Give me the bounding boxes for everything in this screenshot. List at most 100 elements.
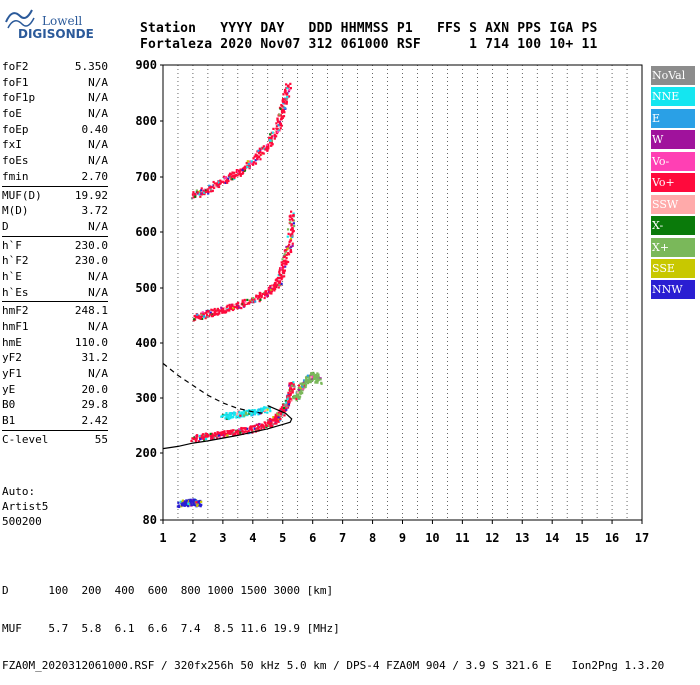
echo-point — [243, 410, 246, 413]
echo-point — [279, 122, 282, 125]
echo-point — [276, 118, 279, 122]
echo-point — [299, 388, 302, 391]
echo-point — [274, 415, 277, 418]
echo-point — [259, 158, 262, 161]
echo-point — [223, 181, 226, 184]
echo-point — [287, 394, 290, 398]
echo-point — [258, 147, 261, 150]
param-value: N/A — [88, 107, 108, 121]
echo-point — [228, 303, 231, 307]
echo-point — [222, 175, 226, 178]
echo-point — [266, 144, 270, 147]
echo-point — [247, 429, 250, 433]
echo-point — [250, 409, 254, 412]
echo-point — [244, 301, 247, 304]
echo-point — [205, 313, 209, 317]
echo-point — [230, 173, 233, 176]
param-value: 31.2 — [81, 351, 109, 365]
x-tick-label: 17 — [635, 531, 649, 545]
echo-point — [260, 295, 263, 299]
echo-point — [243, 298, 246, 302]
echo-point — [307, 380, 310, 383]
echo-point — [239, 414, 242, 417]
echo-point — [255, 427, 258, 430]
echo-point — [244, 430, 247, 433]
echo-point — [201, 436, 204, 439]
echo-point — [297, 396, 300, 399]
echo-point — [254, 411, 257, 414]
echo-point — [204, 317, 207, 320]
echo-point — [276, 128, 279, 131]
echo-point — [228, 175, 231, 178]
echo-point — [278, 270, 281, 273]
echo-point — [285, 401, 288, 404]
echo-point — [242, 412, 245, 415]
echo-point — [247, 302, 251, 305]
echo-point — [222, 308, 225, 312]
echo-point — [298, 388, 301, 391]
param-value: N/A — [88, 138, 108, 152]
echo-point — [229, 412, 232, 415]
echo-point — [289, 237, 293, 240]
legend-item: NNW — [651, 280, 695, 300]
echo-point — [224, 181, 227, 185]
echo-point — [281, 99, 284, 102]
echo-point — [241, 413, 245, 417]
echo-point — [217, 308, 220, 312]
echo-point — [282, 109, 285, 112]
echo-point — [316, 381, 319, 384]
echo-point — [191, 502, 194, 505]
echo-point — [224, 432, 227, 435]
echo-point — [224, 417, 227, 420]
param-value: N/A — [88, 320, 108, 333]
echo-point — [281, 271, 284, 274]
echo-point — [273, 288, 276, 291]
echo-point — [226, 417, 229, 420]
param-name: fxI — [2, 138, 22, 152]
echo-point — [301, 391, 304, 395]
echo-point — [178, 505, 181, 509]
echo-point — [256, 424, 260, 427]
echo-point — [255, 294, 258, 297]
param-row: fxI N/A — [2, 137, 108, 153]
echo-point — [238, 430, 241, 433]
echo-point — [320, 382, 323, 385]
echo-point — [279, 107, 282, 111]
echo-point — [243, 167, 246, 171]
echo-point — [288, 88, 291, 92]
param-row: foEp 0.40 — [2, 122, 108, 138]
echo-point — [309, 380, 312, 384]
echo-point — [290, 223, 293, 226]
echo-point — [248, 427, 251, 430]
echo-point — [264, 423, 267, 427]
param-name: B1 — [2, 414, 16, 428]
echo-point — [235, 430, 238, 434]
param-name: yE — [2, 382, 16, 396]
param-name: hmF2 — [2, 304, 29, 318]
echo-point — [241, 171, 245, 174]
echo-point — [285, 404, 288, 408]
echo-point — [271, 419, 274, 422]
echo-point — [284, 248, 287, 252]
echo-point — [304, 381, 307, 384]
echo-point — [238, 173, 241, 176]
echo-point — [218, 431, 221, 434]
param-value: 2.70 — [81, 169, 109, 183]
echo-point — [296, 392, 300, 395]
x-tick-label: 1 — [159, 531, 166, 545]
echo-point — [181, 499, 185, 502]
param-row: foF1 N/A — [2, 75, 108, 91]
echo-point — [199, 317, 202, 320]
echo-point — [193, 499, 197, 502]
param-row: foF2 5.350 — [2, 59, 108, 75]
echo-point — [279, 127, 282, 130]
echo-point — [288, 243, 291, 246]
echo-point — [271, 423, 274, 426]
echo-point — [267, 286, 271, 290]
echo-point — [275, 278, 278, 281]
echo-point — [193, 192, 197, 196]
echo-point — [194, 195, 197, 198]
echo-point — [216, 435, 219, 438]
echo-point — [207, 192, 210, 195]
echo-point — [248, 164, 251, 167]
